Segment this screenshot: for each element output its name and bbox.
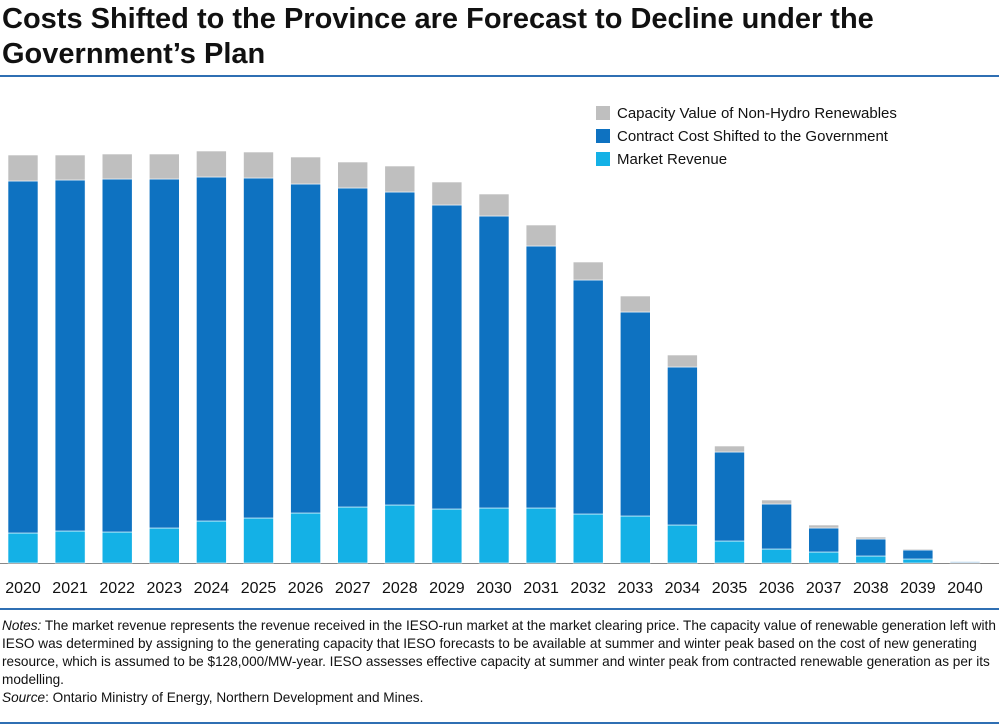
chart-title: Costs Shifted to the Province are Foreca… — [2, 3, 874, 70]
bar-segment — [902, 558, 934, 564]
bar-segment — [808, 527, 840, 553]
legend-swatch — [596, 152, 610, 166]
bar-segment — [337, 187, 369, 508]
bar-segment — [7, 532, 39, 564]
bar-segment — [714, 540, 745, 564]
bar-segment — [384, 504, 416, 564]
x-tick-label: 2025 — [241, 580, 277, 597]
bar-segment — [855, 536, 887, 540]
bar-segment — [902, 549, 934, 560]
bar-segment — [761, 503, 792, 550]
bar-segment — [902, 548, 934, 551]
x-tick-label: 2027 — [335, 580, 371, 597]
bar-segment — [525, 245, 557, 509]
bar-segment — [478, 507, 510, 564]
bar-segment — [667, 524, 698, 564]
bar-segment — [855, 538, 887, 557]
legend-label: Capacity Value of Non-Hydro Renewables — [617, 105, 897, 122]
bar-segment — [196, 150, 227, 178]
bar-segment — [101, 153, 133, 180]
bar-segment — [478, 193, 510, 217]
bar-segment — [667, 354, 698, 368]
x-tick-label: 2021 — [52, 580, 88, 597]
bar-segment — [949, 560, 981, 562]
bar-segment — [667, 366, 698, 526]
x-tick-label: 2023 — [147, 580, 183, 597]
bar-segment — [431, 181, 463, 206]
bar-segment — [761, 548, 792, 564]
bar-segment — [290, 183, 321, 514]
bar-segment — [290, 156, 321, 185]
bar-segment — [384, 191, 416, 506]
bar-segment — [196, 520, 227, 564]
bar-segment — [384, 165, 416, 193]
bar-segment — [243, 517, 274, 564]
bar-segment — [619, 515, 651, 564]
bar-segment — [149, 527, 180, 564]
x-tick-label: 2035 — [712, 580, 748, 597]
bar-segment — [54, 179, 86, 532]
bar-segment — [149, 153, 180, 180]
bar-segment — [243, 177, 274, 519]
bar-segment — [855, 555, 887, 564]
bar-segment — [619, 295, 651, 313]
x-tick-label: 2039 — [900, 580, 936, 597]
notes-label: Notes: — [2, 618, 42, 633]
legend-swatch — [596, 129, 610, 143]
bar-segment — [431, 508, 463, 564]
bar-segment — [714, 451, 745, 542]
source-label: Source — [2, 690, 46, 705]
bar-segment — [196, 176, 227, 522]
bar-segment — [431, 204, 463, 510]
bar-segment — [101, 178, 133, 533]
x-tick-label: 2020 — [5, 580, 41, 597]
bar-segment — [290, 512, 321, 564]
x-tick-label: 2036 — [759, 580, 795, 597]
legend-label: Market Revenue — [617, 151, 727, 168]
source-text: : Ontario Ministry of Energy, Northern D… — [45, 690, 424, 705]
x-tick-label: 2026 — [288, 580, 324, 597]
notes-text: The market revenue represents the revenu… — [2, 618, 996, 687]
bar-segment — [808, 524, 840, 529]
x-tick-label: 2029 — [429, 580, 465, 597]
bar-segment — [243, 151, 274, 179]
bar-segment — [714, 445, 745, 453]
x-tick-label: 2033 — [618, 580, 654, 597]
bar-segment — [101, 531, 133, 564]
bar-segment — [619, 311, 651, 517]
x-tick-label: 2030 — [476, 580, 512, 597]
bar-segment — [761, 499, 792, 505]
bar-segment — [54, 154, 86, 181]
x-tick-label: 2032 — [570, 580, 606, 597]
bar-segment — [337, 161, 369, 189]
bar-segment — [525, 224, 557, 247]
bar-segment — [149, 178, 180, 529]
x-tick-label: 2037 — [806, 580, 842, 597]
bar-segment — [7, 154, 39, 182]
bar-segment — [478, 215, 510, 509]
legend-label: Contract Cost Shifted to the Government — [617, 128, 889, 145]
notes: Notes: The market revenue represents the… — [2, 617, 997, 707]
bar-segment — [572, 279, 604, 515]
bar-segment — [54, 530, 86, 564]
legend-swatch — [596, 106, 610, 120]
bar-segment — [337, 506, 369, 564]
bar-segment — [525, 507, 557, 564]
x-tick-label: 2031 — [523, 580, 559, 597]
bar-segment — [572, 261, 604, 281]
x-tick-label: 2022 — [99, 580, 135, 597]
bar-segment — [572, 513, 604, 564]
x-tick-label: 2034 — [665, 580, 701, 597]
x-tick-label: 2028 — [382, 580, 418, 597]
bar-segment — [7, 180, 39, 534]
x-tick-label: 2040 — [947, 580, 983, 597]
bar-segment — [808, 551, 840, 564]
x-tick-label: 2024 — [194, 580, 230, 597]
x-tick-label: 2038 — [853, 580, 889, 597]
